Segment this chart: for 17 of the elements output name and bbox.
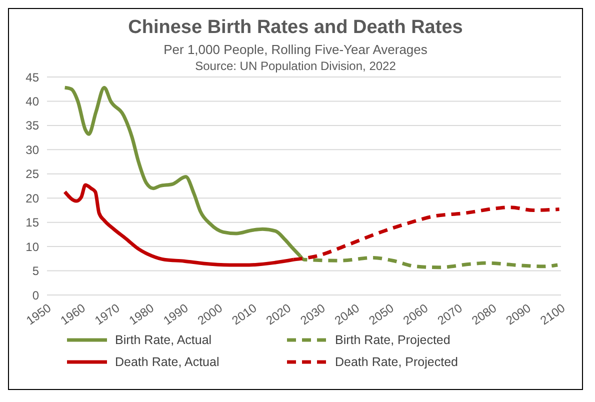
y-tick-label: 30: [26, 142, 40, 157]
y-tick-label: 45: [26, 70, 40, 84]
y-tick-label: 0: [32, 288, 40, 302]
y-tick-label: 5: [32, 264, 40, 278]
legend-label: Death Rate, Actual: [115, 355, 220, 369]
source-note: Source: UN Population Division, 2022: [195, 59, 396, 73]
y-tick-label: 25: [26, 167, 40, 182]
y-tick-label: 20: [26, 191, 40, 206]
chart-title: Chinese Birth Rates and Death Rates: [127, 17, 464, 39]
chart-subtitle: Per 1,000 People, Rolling Five-Year Averages: [162, 42, 428, 57]
y-tick-label: 40: [26, 94, 40, 108]
y-tick-label: 10: [26, 240, 40, 254]
legend-label: Birth Rate, Actual: [115, 333, 212, 347]
legend-label: Death Rate, Projected: [335, 355, 458, 369]
y-tick-label: 35: [26, 118, 40, 133]
y-tick-label: 15: [26, 216, 40, 230]
legend-label: Birth Rate, Projected: [335, 333, 450, 347]
